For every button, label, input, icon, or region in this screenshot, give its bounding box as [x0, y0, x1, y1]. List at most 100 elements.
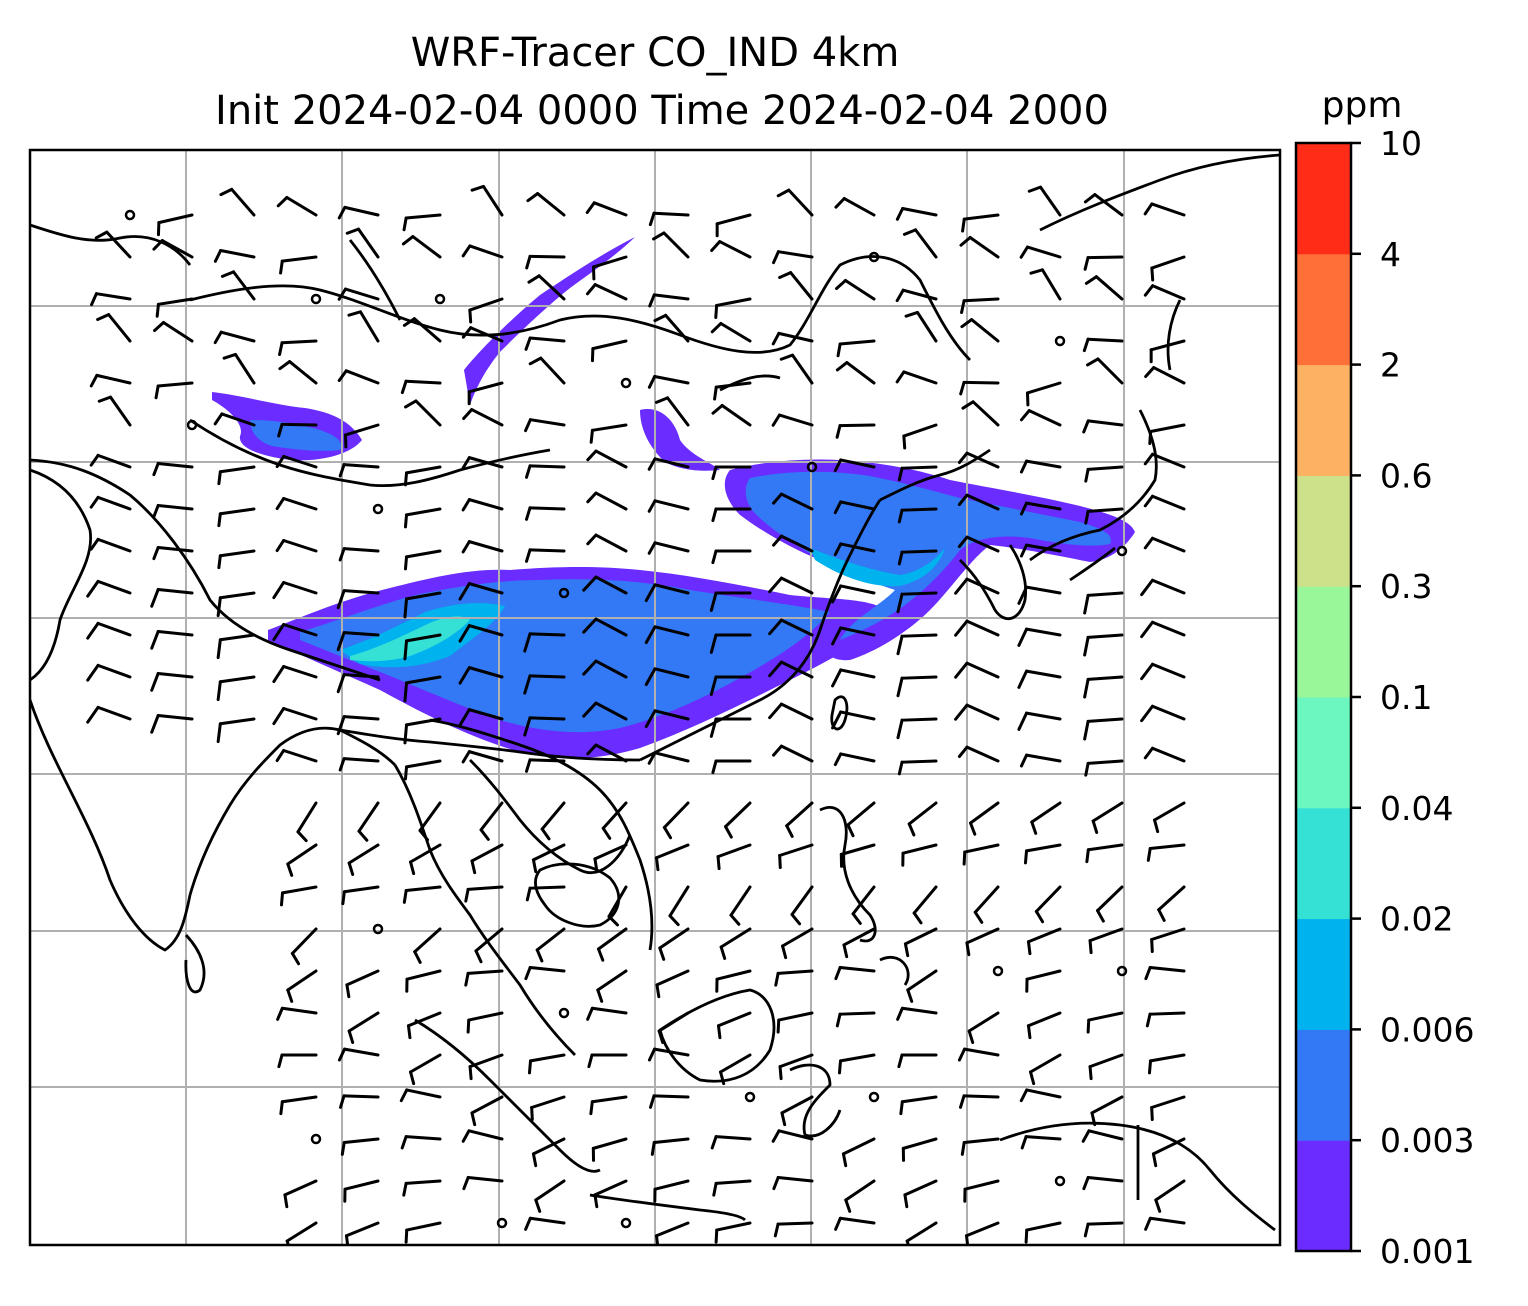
wind-barb	[715, 969, 752, 993]
wind-barb	[1084, 275, 1124, 301]
wind-barb	[965, 927, 1000, 957]
wind-barb	[1151, 1137, 1186, 1168]
colorbar-tick-label: 0.003	[1380, 1121, 1474, 1160]
wind-barb	[772, 1175, 814, 1191]
colorbar-tick-label: 0.1	[1380, 678, 1432, 717]
wind-barb	[531, 1137, 566, 1168]
wind-barb	[1017, 711, 1062, 731]
wind-barb	[1025, 969, 1062, 993]
wind-barb	[220, 270, 256, 301]
wind-barb	[644, 667, 690, 687]
wind-barb	[954, 661, 1000, 679]
wind-barb	[771, 1129, 814, 1143]
wind-barb	[1143, 494, 1186, 511]
wind-barb	[647, 751, 690, 765]
wind-barb	[86, 621, 132, 640]
wind-barb	[710, 321, 752, 343]
wind-barb	[403, 465, 442, 487]
wind-barb	[714, 1221, 752, 1244]
wind-barb	[357, 801, 380, 842]
wind-barb	[345, 969, 380, 999]
wind-barb	[1017, 669, 1062, 689]
wind-barb	[1154, 1179, 1186, 1213]
wind-barb	[902, 423, 938, 450]
wind-barb	[1149, 339, 1186, 364]
wind-barb	[1020, 1135, 1062, 1150]
wind-barb	[150, 671, 194, 692]
wind-barb	[458, 624, 504, 643]
wind-barb	[836, 339, 876, 358]
wind-barb	[897, 507, 938, 524]
wind-barb	[1019, 501, 1062, 516]
wind-barb	[337, 287, 380, 301]
wind-barb	[403, 717, 442, 745]
wind-barb	[217, 549, 256, 570]
colorbar-segment-4	[1296, 807, 1351, 920]
wind-barb	[152, 461, 194, 477]
wind-barb	[1143, 536, 1186, 553]
wind-barb	[531, 843, 566, 874]
wind-barb	[216, 675, 256, 702]
wind-barb	[778, 843, 814, 869]
wind-barb	[401, 235, 442, 259]
map-title-line-2: Init 2024-02-04 0000 Time 2024-02-04 200…	[215, 88, 1109, 134]
wind-barb	[286, 843, 318, 877]
wind-barb	[275, 748, 318, 763]
wind-barb	[897, 759, 938, 776]
wind-barb	[711, 507, 752, 523]
wind-barb	[213, 330, 256, 345]
wind-barb	[644, 709, 690, 729]
wind-barb	[467, 381, 504, 406]
wind-barb	[912, 885, 938, 925]
wind-barb	[1150, 1095, 1186, 1121]
map-frame	[28, 148, 1282, 1247]
wind-barb	[347, 843, 380, 876]
wind-barb	[593, 1179, 628, 1209]
wind-barb	[402, 213, 442, 232]
wind-barb	[709, 633, 752, 654]
wind-barb	[339, 1094, 380, 1109]
wind-barb	[593, 843, 628, 873]
wind-barb	[959, 235, 1000, 259]
wind-barb	[152, 239, 194, 259]
wind-barb	[1017, 627, 1062, 647]
wind-barb	[479, 801, 504, 841]
wind-barb	[839, 843, 876, 868]
wind-barb-calm	[744, 1091, 756, 1103]
wind-barb	[657, 1011, 690, 1044]
wind-barb	[213, 412, 256, 427]
wind-barb	[276, 195, 318, 217]
wind-barb	[662, 801, 690, 840]
wind-barb	[1083, 1221, 1124, 1238]
wind-barb	[709, 591, 752, 612]
wind-barb	[896, 591, 938, 614]
wind-barb	[405, 969, 442, 993]
wind-barb-calm	[1116, 965, 1128, 977]
wind-barb	[653, 313, 690, 343]
wind-barb	[774, 969, 814, 987]
wind-barb	[413, 927, 442, 964]
wind-barb	[835, 278, 876, 301]
wind-barb	[347, 1011, 380, 1044]
wind-barb	[1143, 284, 1186, 301]
wind-barb	[216, 717, 256, 744]
wind-barb	[715, 213, 752, 238]
wind-barb	[851, 885, 876, 925]
wind-barb	[530, 1095, 566, 1121]
wind-barb	[540, 801, 566, 841]
wind-barb	[644, 625, 690, 645]
wind-barb	[961, 213, 1000, 233]
wind-barb	[525, 464, 566, 479]
wind-barb	[409, 843, 442, 876]
wind-barb	[525, 548, 566, 563]
wind-barb	[523, 716, 566, 737]
colorbar-tick-label: 0.006	[1380, 1010, 1474, 1049]
wind-barb	[899, 1095, 938, 1116]
wind-barb	[338, 757, 380, 772]
wind-barb-calm	[620, 1217, 632, 1229]
colorbar-segment-10	[1296, 143, 1351, 255]
wind-barb	[768, 618, 814, 637]
wind-barb	[724, 801, 752, 839]
wind-barb	[403, 591, 442, 619]
wind-barb	[402, 317, 442, 343]
